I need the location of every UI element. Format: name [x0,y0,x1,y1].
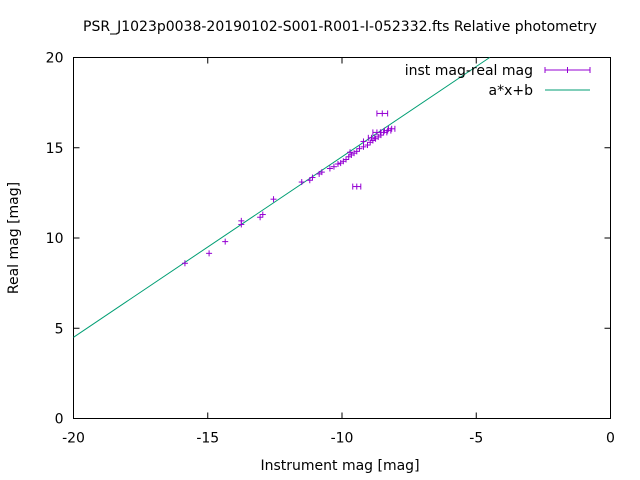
x-tick-label: -10 [331,431,354,447]
x-axis: -20 -15 -10 -5 0 [62,57,615,447]
data-point [330,163,337,170]
y-tick-label: 0 [55,412,64,428]
plot-frame [73,57,611,419]
legend-swatch-points [544,67,591,73]
data-point [238,217,245,224]
legend-label-points: inst mag-real mag [405,63,533,79]
data-point [326,165,333,172]
data-point [387,125,396,132]
data-point [367,134,376,141]
y-axis-label: Real mag [mag] [6,182,22,294]
x-tick-label: 0 [606,431,615,447]
data-point [334,160,341,167]
data-point [352,183,362,190]
data-point [353,148,360,155]
y-tick-label: 10 [46,231,64,247]
data-point [306,177,313,184]
data-point [372,129,382,136]
data-point [379,129,388,136]
data-point [347,149,354,156]
data-point [360,143,367,150]
fit-line-layer [73,57,490,338]
data-point [222,238,229,245]
data-point [309,174,316,181]
data-point [360,138,367,145]
x-tick-label: -20 [62,431,85,447]
data-point [356,145,363,152]
y-tick-label: 15 [46,141,64,157]
data-point [257,214,264,221]
legend-label-fit: a*x+b [489,83,534,99]
x-tick-label: -5 [469,431,483,447]
data-point [259,211,266,218]
x-tick-label: -15 [196,431,219,447]
data-point [376,110,389,117]
x-axis-label: Instrument mag [mag] [260,458,419,474]
fit-line [73,57,490,338]
data-point [270,196,277,203]
data-point [298,179,305,186]
data-point [318,169,325,176]
data-point [343,156,350,163]
y-tick-label: 5 [55,321,64,337]
y-tick-label: 20 [46,51,64,67]
legend: inst mag-real mag a*x+b [405,63,591,99]
y-axis: 0 5 10 15 20 [46,51,611,428]
data-point [181,260,188,267]
data-points-layer [181,110,396,267]
chart-title: PSR_J1023p0038-20190102-S001-R001-I-0523… [83,19,597,35]
data-point [206,250,213,257]
data-point [364,142,371,149]
